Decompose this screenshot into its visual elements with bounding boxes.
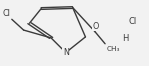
- Text: Cl: Cl: [129, 17, 137, 26]
- Text: O: O: [92, 22, 98, 31]
- Text: N: N: [63, 48, 69, 57]
- Text: H: H: [122, 34, 129, 43]
- Text: CH₃: CH₃: [107, 46, 120, 52]
- Text: Cl: Cl: [2, 9, 10, 18]
